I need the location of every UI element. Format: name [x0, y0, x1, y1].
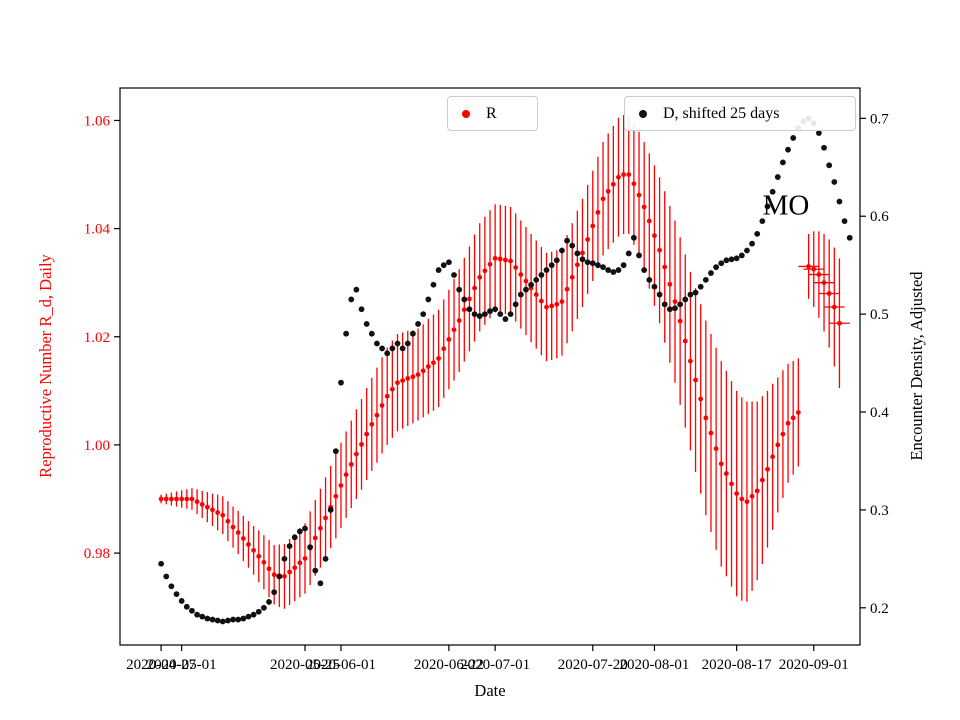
- left-y-axis-label: Reproductive Number R_d, Daily: [36, 254, 55, 478]
- r-series-marker-icon: [462, 109, 470, 118]
- y-tick-label-left: 1.02: [84, 330, 110, 346]
- x-tick-label: 2020-04-27: [126, 657, 196, 673]
- right-y-axis-label: Encounter Density, Adjusted: [907, 271, 926, 461]
- y-tick-label-right: 0.2: [870, 601, 889, 617]
- y-tick-label-left: 1.00: [84, 438, 110, 454]
- x-tick-label: 2020-05-25: [270, 657, 340, 673]
- y-axis-right-ticks: 0.2 0.3 0.4 0.5 0.6 0.7: [860, 111, 889, 617]
- state-annotation: MO: [762, 189, 810, 222]
- legend-d-label: D, shifted 25 days: [663, 104, 780, 122]
- y-tick-label-left: 0.98: [84, 546, 110, 562]
- y-tick-label-left: 1.04: [84, 222, 111, 238]
- y-tick-label-right: 0.3: [870, 503, 889, 519]
- y-tick-label-right: 0.5: [870, 307, 889, 323]
- d-series-marker-icon: [639, 109, 647, 118]
- r-series: [158, 115, 850, 609]
- y-tick-label-right: 0.4: [870, 405, 889, 421]
- x-axis-label: Date: [474, 681, 506, 700]
- y-tick-label-right: 0.6: [870, 209, 889, 225]
- x-tick-label: 2020-09-01: [779, 657, 849, 673]
- x-tick-label: 2020-05-01: [147, 657, 217, 673]
- x-tick-label: 2020-08-17: [702, 657, 772, 673]
- legend-r-label: R: [486, 104, 497, 122]
- legend-r-box: R: [447, 96, 538, 131]
- x-tick-label: 2020-06-01: [306, 657, 376, 673]
- x-tick-label: 2020-06-22: [414, 657, 484, 673]
- x-tick-label: 2020-07-01: [460, 657, 530, 673]
- y-tick-label-right: 0.7: [870, 111, 889, 127]
- x-tick-label: 2020-07-20: [558, 657, 628, 673]
- x-tick-label: 2020-08-01: [619, 657, 689, 673]
- plot-border: [119, 87, 861, 646]
- legend-d-box: D, shifted 25 days: [624, 96, 856, 131]
- y-tick-label-left: 1.06: [84, 113, 111, 129]
- y-axis-left-ticks: 0.98 1.00 1.02 1.04 1.06: [84, 113, 120, 562]
- d-series: [158, 115, 853, 625]
